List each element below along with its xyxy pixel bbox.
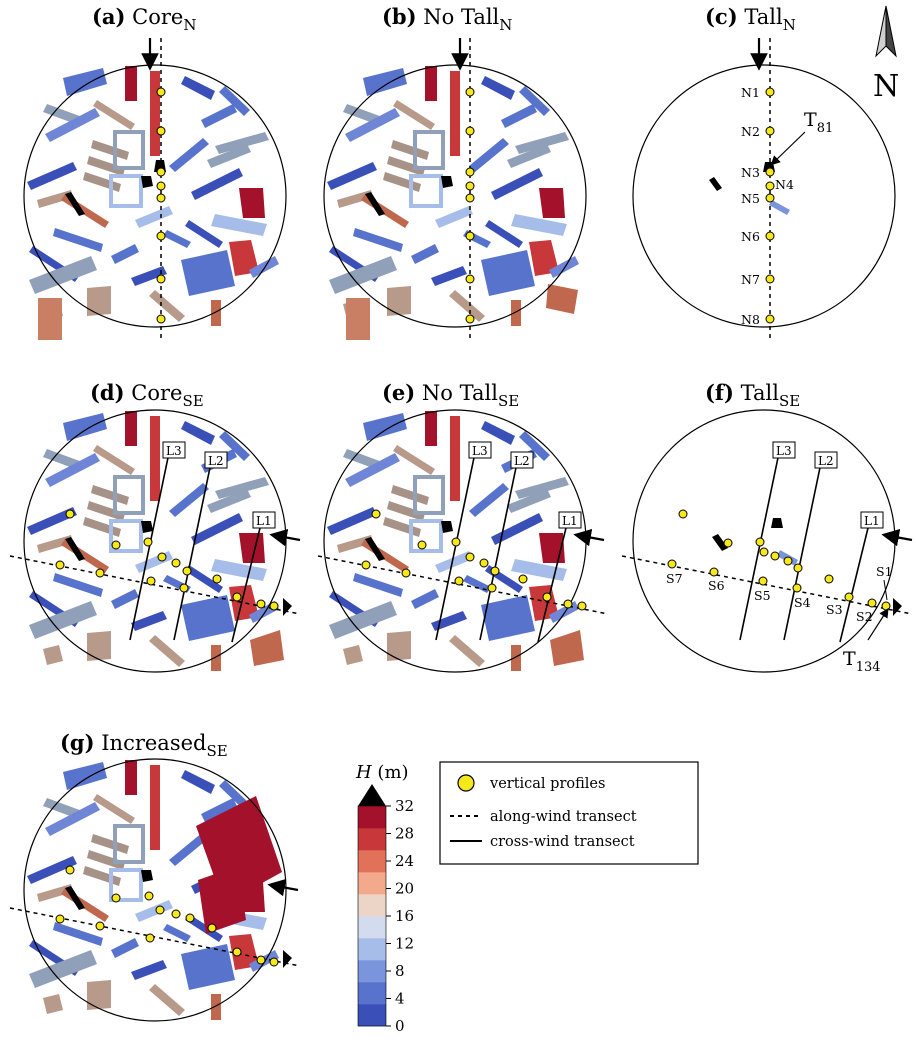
colorbar-bin xyxy=(358,960,386,983)
svg-text:L3: L3 xyxy=(166,444,182,458)
svg-text:L2: L2 xyxy=(818,454,834,468)
colorbar-bin xyxy=(358,894,386,917)
svg-text:L3: L3 xyxy=(776,444,792,458)
svg-text:along-wind transect: along-wind transect xyxy=(490,809,637,825)
profile-label-s6: S6 xyxy=(708,578,725,593)
colorbar-tick-label: 0 xyxy=(395,1017,405,1035)
tower-label-n: T81 xyxy=(804,109,833,136)
colorbar-tick-label: 20 xyxy=(395,880,414,898)
colorbar: H (m) 32 28 24 20 16 12 8 4 0 xyxy=(355,762,414,1035)
colorbar-bin xyxy=(358,806,386,829)
profile-label-s5: S5 xyxy=(754,588,771,603)
panel-e-map xyxy=(317,409,609,673)
colorbar-bin xyxy=(358,872,386,895)
panel-g-title: (g) IncreasedSE xyxy=(60,730,228,760)
panel-d-title: (d) CoreSE xyxy=(90,380,204,410)
profile-label-n3: N3 xyxy=(741,165,760,180)
profile-label-n5: N5 xyxy=(741,191,760,206)
colorbar-tick-label: 28 xyxy=(395,825,414,843)
panel-a-map xyxy=(23,38,287,340)
panel-b-title: (b) No TallN xyxy=(382,4,512,34)
panel-f-map: S7 S6 S5 S4 S3 S2 S1 T134 xyxy=(621,409,913,675)
cross-transect-labels-f: L3 L2 L1 xyxy=(772,441,884,529)
svg-text:L1: L1 xyxy=(256,514,272,528)
panel-e-title: (e) No TallSE xyxy=(382,380,519,410)
svg-text:L2: L2 xyxy=(208,454,224,468)
profile-label-s7: S7 xyxy=(666,571,683,586)
panel-d-map xyxy=(9,409,301,673)
svg-text:cross-wind transect: cross-wind transect xyxy=(490,834,635,850)
colorbar-bin xyxy=(358,828,386,851)
panel-b-map xyxy=(323,38,587,340)
profile-label-n1: N1 xyxy=(741,85,760,100)
colorbar-bin xyxy=(358,982,386,1005)
svg-text:L3: L3 xyxy=(472,444,488,458)
panel-g-map xyxy=(9,758,301,1022)
colorbar-ticks: 32 28 24 20 16 12 8 4 0 xyxy=(386,797,414,1035)
svg-text:L1: L1 xyxy=(864,514,880,528)
panel-c-map: N1 N2 N3 N4 N5 N6 N7 N8 T81 xyxy=(632,38,896,340)
colorbar-tick-label: 16 xyxy=(395,907,414,925)
profile-label-n7: N7 xyxy=(741,272,760,287)
profile-label-s4: S4 xyxy=(794,595,811,610)
colorbar-bin xyxy=(358,850,386,873)
colorbar-over-triangle xyxy=(358,784,386,806)
colorbar-title: H (m) xyxy=(355,762,409,783)
colorbar-bins xyxy=(358,806,386,1027)
colorbar-tick-label: 32 xyxy=(395,797,414,815)
north-arrow-icon: N xyxy=(873,5,899,104)
profile-label-n4: N4 xyxy=(775,177,794,192)
panel-c-title: (c) TallN xyxy=(705,4,796,34)
tower-label-se: T134 xyxy=(843,648,881,675)
cross-transect-labels-e: L3 L2 L1 xyxy=(468,441,582,529)
colorbar-tick-label: 24 xyxy=(395,852,414,870)
svg-text:L2: L2 xyxy=(514,454,530,468)
profile-label-n2: N2 xyxy=(741,124,760,139)
svg-text:vertical profiles: vertical profiles xyxy=(489,776,605,792)
colorbar-tick-label: 8 xyxy=(395,962,405,980)
panel-a-title: (a) CoreN xyxy=(92,4,196,34)
cross-transect-labels-d: L3 L2 L1 xyxy=(162,441,276,529)
compass-label: N xyxy=(873,69,899,104)
colorbar-bin xyxy=(358,938,386,961)
profile-label-s2: S2 xyxy=(856,609,873,624)
legend-item-profiles: vertical profiles xyxy=(457,774,605,792)
profile-label-n8: N8 xyxy=(741,312,760,327)
colorbar-bin xyxy=(358,916,386,939)
panel-f-title: (f) TallSE xyxy=(705,380,800,410)
profile-label-s1: S1 xyxy=(876,564,893,579)
colorbar-tick-label: 4 xyxy=(395,990,405,1008)
colorbar-tick-label: 12 xyxy=(395,935,414,953)
legend-item-along-wind: along-wind transect xyxy=(450,809,637,825)
profile-marker-icon xyxy=(457,774,475,792)
profile-label-n6: N6 xyxy=(741,229,760,244)
legend: vertical profiles along-wind transect cr… xyxy=(439,761,699,865)
colorbar-bin xyxy=(358,1004,386,1027)
svg-text:L1: L1 xyxy=(562,514,578,528)
legend-item-cross-wind: cross-wind transect xyxy=(450,834,635,850)
profile-label-s3: S3 xyxy=(826,602,843,617)
